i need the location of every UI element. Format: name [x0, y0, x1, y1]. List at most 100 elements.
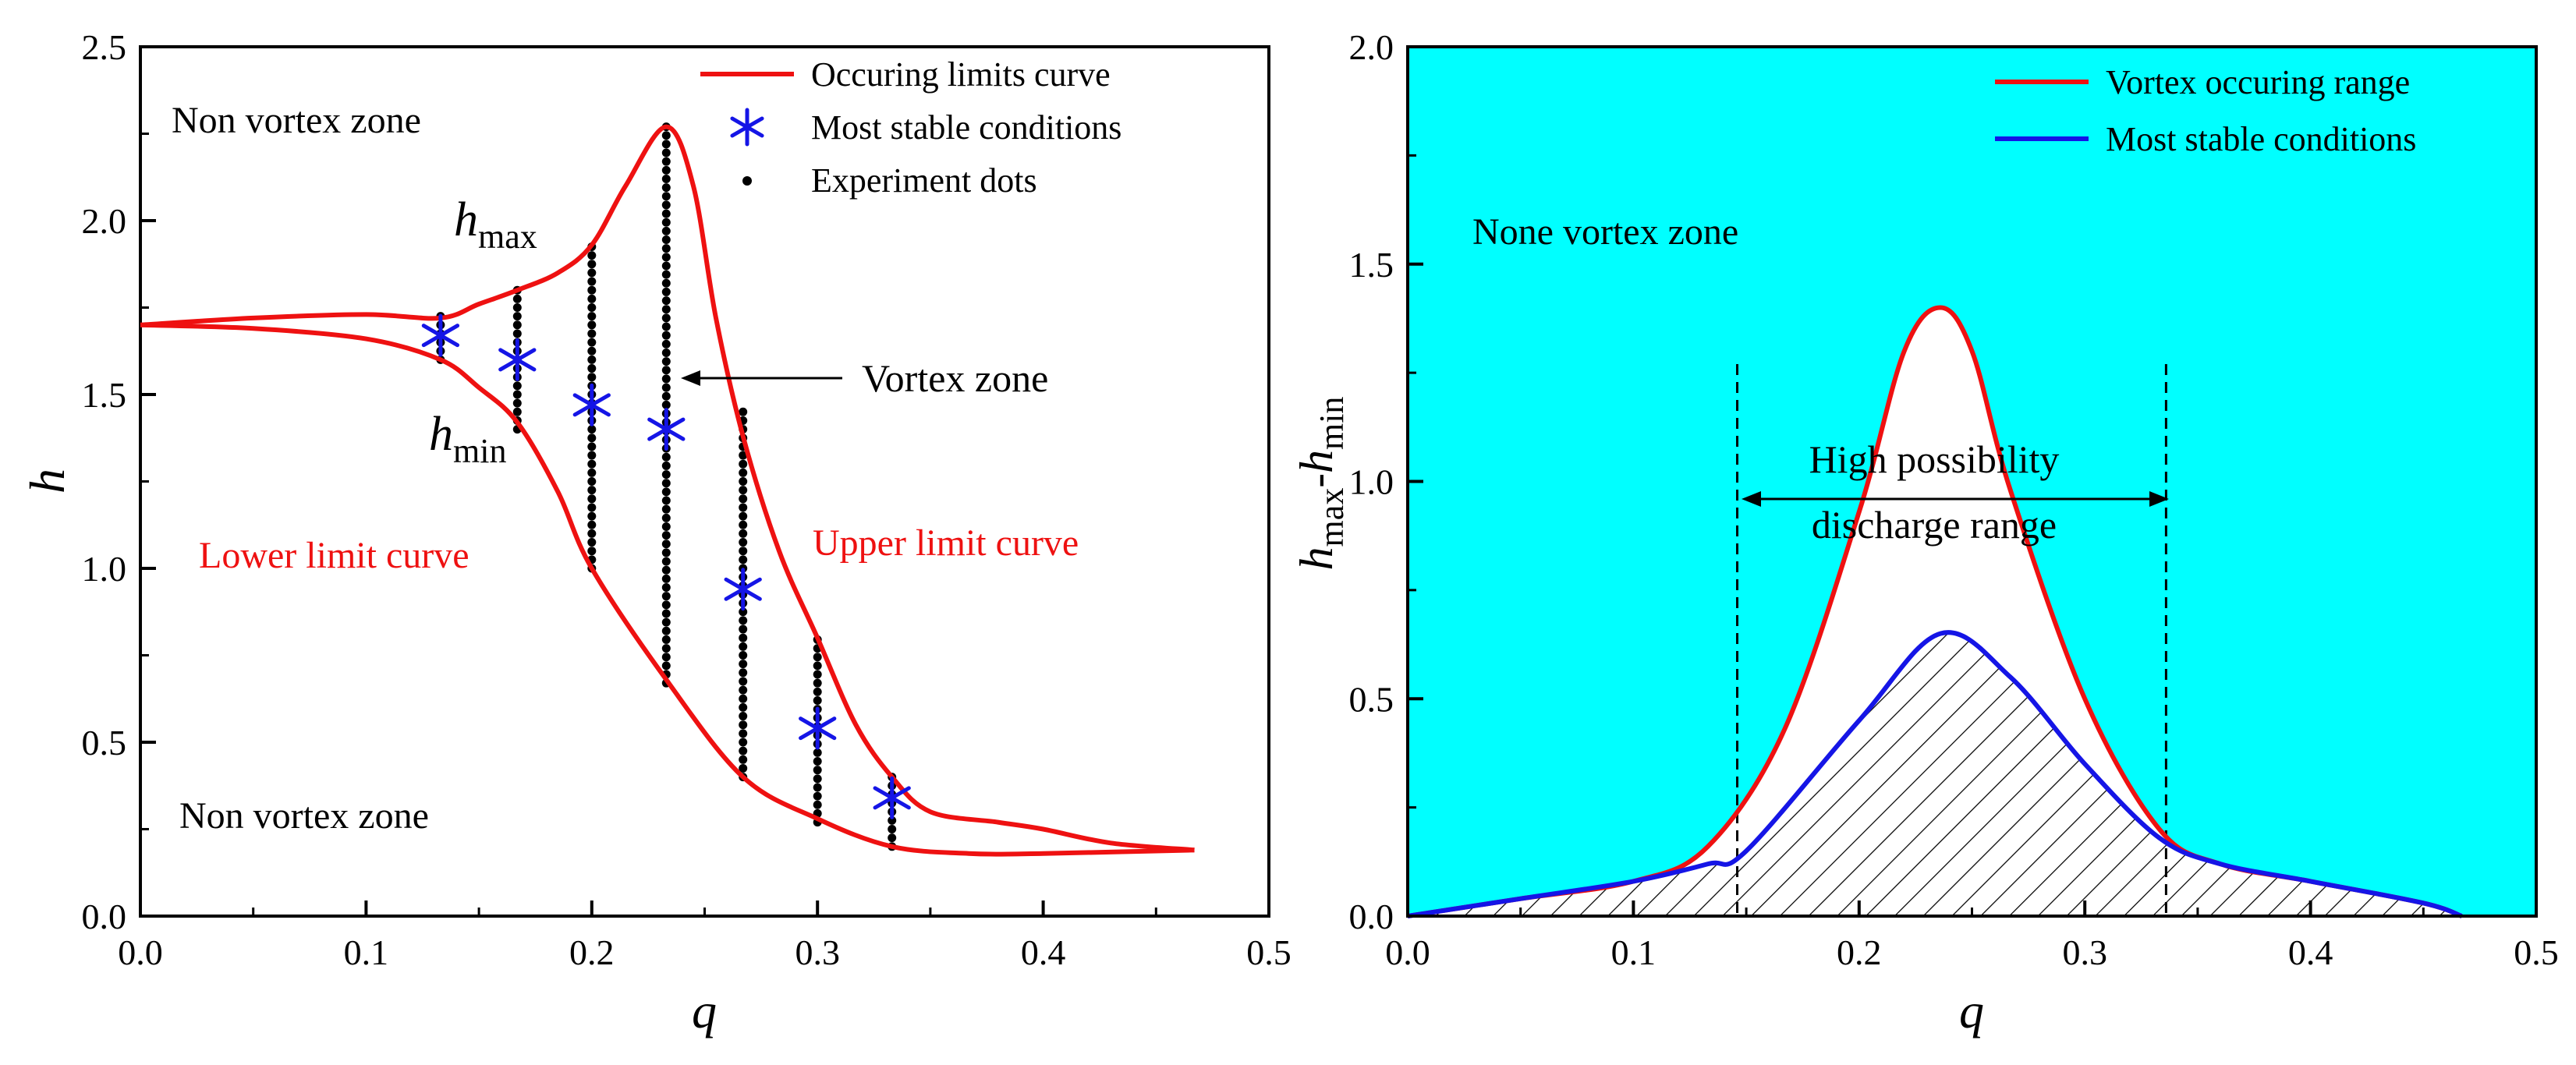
experiment-dot [661, 400, 671, 409]
h-min-label: hmin [429, 408, 506, 470]
experiment-dot [661, 253, 671, 262]
legend-item: Occuring limits curve [811, 55, 1111, 94]
experiment-dot [739, 746, 748, 755]
experiment-dot [661, 339, 671, 349]
experiment-dot [661, 504, 671, 514]
experiment-dot [661, 635, 671, 644]
experiment-dot [661, 513, 671, 522]
experiment-dot [661, 565, 671, 575]
stable-condition-marker [799, 706, 837, 750]
experiment-dot [587, 538, 597, 547]
y-tick-labels: 0.0 0.5 1.0 1.5 2.0 [1349, 27, 1394, 936]
zone-label-top: Non vortex zone [172, 100, 421, 141]
experiment-dot [661, 140, 671, 149]
experiment-dot [661, 209, 671, 218]
experiment-dot [661, 218, 671, 227]
experiment-dot [739, 547, 748, 556]
x-tick-label: 0.5 [1246, 932, 1292, 972]
experiment-dot [739, 685, 748, 695]
experiment-dot [661, 287, 671, 296]
experiment-dot [739, 624, 748, 634]
experiment-dot [739, 555, 748, 564]
experiment-dot [587, 346, 597, 356]
experiment-dot [661, 557, 671, 566]
experiment-dot [587, 503, 597, 512]
discharge-range-boundaries [1736, 363, 2167, 916]
y-tick-label: 2.0 [1349, 27, 1394, 67]
experiment-dot [813, 653, 822, 662]
experiment-dot [661, 348, 671, 357]
stable-condition-marker [724, 568, 762, 611]
experiment-dot [587, 468, 597, 477]
stable-condition-marker [730, 108, 764, 147]
stable-condition-marker [421, 313, 460, 357]
x-tick-label: 0.1 [344, 932, 389, 972]
experiment-dot [739, 538, 748, 547]
right-chart: 0.0 0.1 0.2 0.3 0.4 0.5 0.0 0.5 1.0 1.5 2.0 q hma… [1291, 27, 2559, 1038]
experiment-dot [661, 661, 671, 670]
experiment-dot [813, 748, 822, 757]
experiment-dot [512, 329, 522, 338]
experiment-dot [587, 451, 597, 460]
legend-item: Most stable conditions [2106, 120, 2416, 158]
experiment-dot [661, 600, 671, 610]
y-tick-label: 0.0 [1349, 897, 1394, 936]
experiment-dot [512, 312, 522, 321]
experiment-dot [739, 633, 748, 642]
stable-condition-marker [498, 338, 537, 381]
experiment-dot [739, 755, 748, 764]
experiment-dot [587, 251, 597, 260]
experiment-dot [739, 720, 748, 730]
experiment-dot [661, 165, 671, 175]
experiment-dot [739, 451, 748, 460]
y-tick-label: 1.5 [1349, 245, 1394, 285]
x-tick-label: 0.3 [2062, 932, 2107, 972]
experiment-dot [661, 626, 671, 635]
experiment-dot [661, 313, 671, 323]
legend-item: Experiment dots [811, 161, 1037, 200]
lower-limit-label: Lower limit curve [199, 535, 469, 576]
experiment-dot [661, 131, 671, 140]
x-tick-label: 0.4 [1021, 932, 1066, 972]
legend-item: Most stable conditions [811, 108, 1121, 147]
experiment-dot [661, 244, 671, 253]
left-chart: 0.0 0.1 0.2 0.3 0.4 0.5 0.00.51.01.52.02.5 q … [19, 27, 1292, 1038]
most-stable-markers [421, 313, 911, 819]
experiment-dot [661, 609, 671, 618]
experiment-dot [661, 374, 671, 384]
experiment-dot [813, 774, 822, 784]
experiment-dot [587, 373, 597, 382]
experiment-dot [587, 285, 597, 295]
x-tick-label: 0.4 [2288, 932, 2333, 972]
experiment-dot [739, 494, 748, 504]
x-axis-label: q [692, 983, 717, 1038]
experiment-dot [739, 468, 748, 477]
experiment-dot [661, 531, 671, 540]
lower-limit-curve [140, 322, 1195, 857]
experiment-dot [813, 695, 822, 705]
experiment-dot [739, 486, 748, 495]
x-tick-label: 0.5 [2514, 932, 2559, 972]
experiment-dot [587, 529, 597, 538]
experiment-dot [512, 294, 522, 303]
experiment-dot [739, 660, 748, 669]
h-max-label: hmax [454, 193, 537, 256]
experiment-dot [661, 383, 671, 392]
y-tick-label: 2.0 [82, 201, 127, 241]
x-tick-label: 0.3 [795, 932, 840, 972]
y-tick-label: 1.0 [82, 549, 127, 589]
y-tick-label: 0.5 [1349, 679, 1394, 719]
y-axis-label: hmax-hmin [1291, 397, 1351, 571]
experiment-dot [813, 766, 822, 775]
vortex-zone-label: Vortex zone [862, 356, 1048, 400]
experiment-dot [587, 364, 597, 373]
experiment-dot [813, 670, 822, 679]
y-tick-label: 0.5 [82, 723, 127, 762]
range-arrowhead-right [2149, 491, 2169, 507]
experiment-dot [661, 479, 671, 488]
x-tick-label: 0.2 [1837, 932, 1882, 972]
experiment-dot [661, 148, 671, 157]
experiment-dot [512, 303, 522, 312]
upper-limit-label: Upper limit curve [813, 522, 1079, 564]
experiment-dot [739, 520, 748, 529]
